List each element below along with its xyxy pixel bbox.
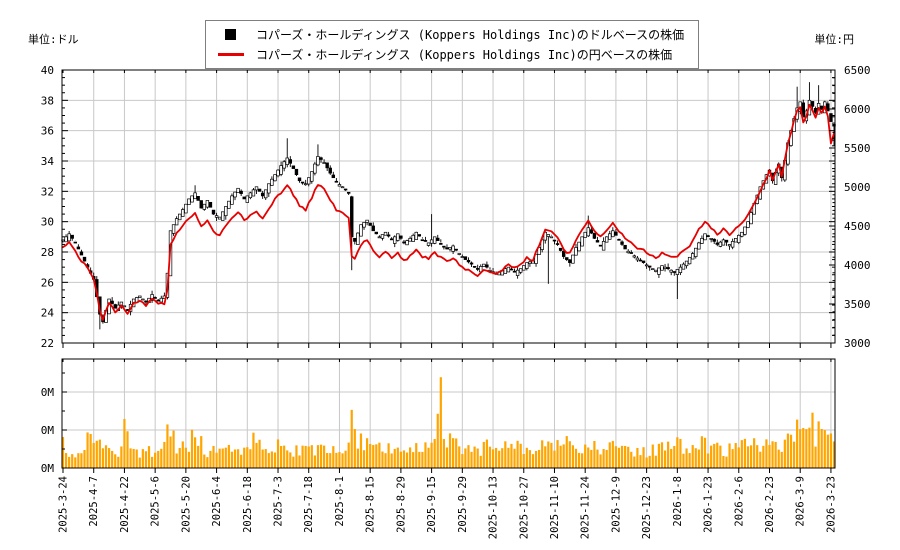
x-tick-label: 2025-9-29	[457, 476, 469, 533]
x-tick-label: 2025-3-24	[58, 476, 70, 533]
yen-line-series	[62, 103, 835, 321]
x-tick-label: 2025-11-24	[580, 476, 592, 539]
svg-text:5500: 5500	[844, 142, 871, 155]
svg-text:40: 40	[41, 64, 54, 77]
x-tick-label: 2025-4-7	[88, 476, 100, 527]
x-tick-label: 2025-4-22	[119, 476, 131, 533]
svg-text:26: 26	[41, 276, 54, 289]
x-tick-label: 2025-10-27	[518, 476, 530, 539]
x-tick-label: 2025-8-15	[365, 476, 377, 533]
left-axis-unit-label: 単位:ドル	[28, 33, 79, 46]
gridlines	[62, 70, 835, 468]
x-tick-label: 2025-5-6	[150, 476, 162, 527]
svg-text:4500: 4500	[844, 220, 871, 233]
svg-text:24: 24	[41, 307, 55, 320]
svg-text:34: 34	[41, 155, 55, 168]
x-tick-label: 2026-1-8	[672, 476, 684, 527]
svg-text:5000: 5000	[844, 181, 871, 194]
x-tick-label: 2025-6-18	[242, 476, 254, 533]
x-tick-label: 2026-1-23	[703, 476, 715, 533]
x-tick-label: 2025-6-4	[211, 476, 223, 527]
svg-text:38: 38	[41, 94, 54, 107]
legend-label-usd-series: コパーズ・ホールディングス (Koppers Holdings Inc)のドルベ…	[256, 27, 685, 42]
svg-text:3000: 3000	[844, 337, 871, 350]
svg-text:4000: 4000	[844, 259, 871, 272]
candlestick-series-marker-icon	[218, 28, 244, 40]
svg-text:6000: 6000	[844, 103, 871, 116]
svg-text:28: 28	[41, 246, 54, 259]
svg-text:0M: 0M	[41, 462, 55, 475]
x-tick-label: 2025-12-9	[610, 476, 622, 533]
svg-text:6500: 6500	[844, 64, 871, 77]
svg-text:32: 32	[41, 185, 54, 198]
x-tick-label: 2025-8-29	[395, 476, 407, 533]
legend: コパーズ・ホールディングス (Koppers Holdings Inc)のドルベ…	[205, 20, 700, 69]
right-axis: 3000 3500 4000 4500 5000 5500 6000 6500	[829, 64, 871, 350]
svg-text:0M: 0M	[41, 424, 55, 437]
legend-label-jpy-series: コパーズ・ホールディングス (Koppers Holdings Inc)の円ベー…	[256, 47, 673, 62]
x-axis: 2025-3-24 2025-4-7 2025-4-22 2025-5-6 2025-5…	[58, 70, 837, 539]
right-axis-unit-label: 単位:円	[814, 33, 854, 46]
x-tick-label: 2025-11-10	[549, 476, 561, 539]
line-series-marker-icon	[218, 48, 244, 60]
volume-series	[61, 377, 836, 468]
x-tick-label: 2026-2-6	[733, 476, 745, 527]
svg-text:3500: 3500	[844, 298, 871, 311]
x-tick-label: 2026-3-23	[825, 476, 837, 533]
svg-text:30: 30	[41, 216, 54, 229]
volume-axis: 0M 0M 0M	[41, 372, 67, 475]
x-tick-label: 2025-7-18	[303, 476, 315, 533]
left-axis: 22 24 26 28 30 32 34 36 38 40	[41, 64, 835, 350]
x-tick-label: 2025-8-1	[334, 476, 346, 527]
x-tick-label: 2026-2-23	[764, 476, 776, 533]
x-tick-label: 2025-5-20	[180, 476, 192, 533]
x-tick-label: 2025-7-3	[273, 476, 285, 527]
svg-text:22: 22	[41, 337, 54, 350]
x-tick-label: 2025-12-23	[641, 476, 653, 539]
x-tick-label: 2025-10-13	[488, 476, 500, 539]
legend-item-jpy-series: コパーズ・ホールディングス (Koppers Holdings Inc)の円ベー…	[218, 45, 684, 63]
x-tick-label: 2025-9-15	[426, 476, 438, 533]
candlestick-series	[61, 82, 836, 330]
axes-frame	[61, 69, 836, 469]
svg-text:36: 36	[41, 125, 54, 138]
x-tick-label: 2026-3-9	[795, 476, 807, 527]
svg-text:0M: 0M	[41, 386, 55, 399]
legend-item-usd-series: コパーズ・ホールディングス (Koppers Holdings Inc)のドルベ…	[218, 25, 684, 43]
